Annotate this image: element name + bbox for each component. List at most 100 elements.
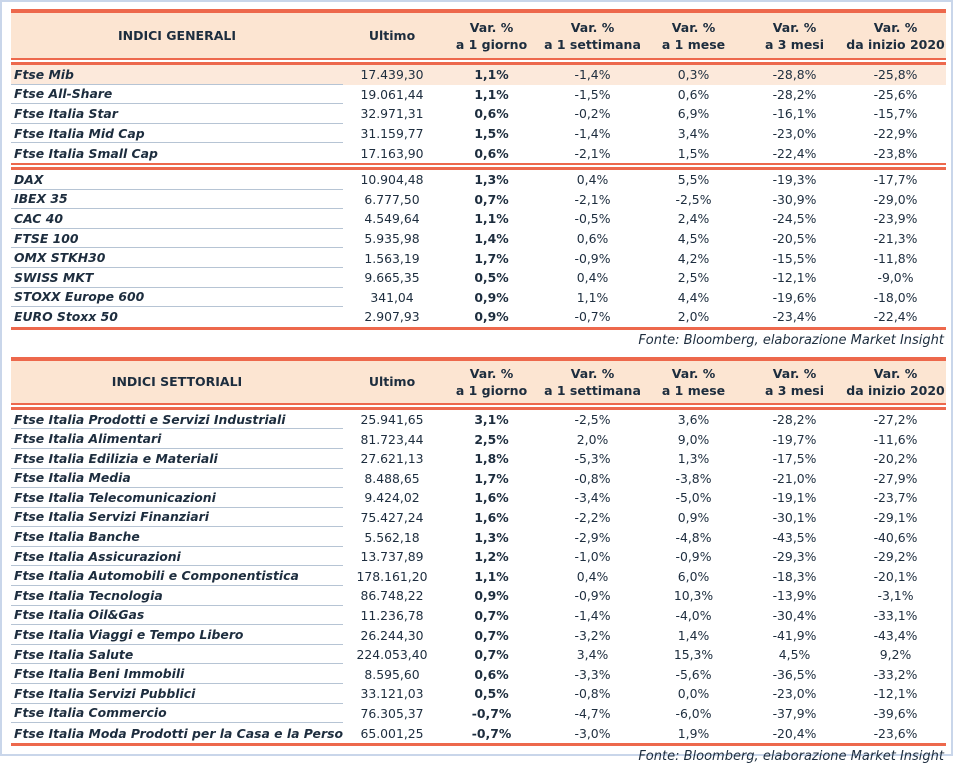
var-inizio-2020-value: -17,7% — [873, 172, 918, 188]
column-header-var-1-mese: Var. % a 1 mese — [661, 365, 726, 398]
ultimo-value: 5.935,98 — [364, 231, 420, 247]
ultimo-value: 8.595,60 — [364, 666, 420, 682]
var-1-mese-value: 1,4% — [677, 627, 710, 643]
index-name: Ftse Italia Mid Cap — [11, 124, 343, 144]
ultimo-value: 76.305,37 — [360, 705, 424, 721]
divider-line-double — [11, 402, 946, 410]
var-1-mese-value: 0,6% — [677, 86, 710, 102]
var-3-mesi-value: -19,6% — [772, 289, 817, 305]
table-row: Ftse Italia Oil&Gas 11.236,78 0,7% -1,4% -4,… — [11, 606, 946, 626]
var-3-mesi-value: -30,4% — [772, 607, 817, 623]
var-1-giorno-value: 1,1% — [474, 211, 509, 227]
var-3-mesi-value: -36,5% — [772, 666, 817, 682]
var-1-mese-value: 5,5% — [677, 172, 710, 188]
column-header-var-1-settimana: Var. % a 1 settimana — [544, 365, 641, 398]
column-header-var-1-mese: Var. % a 1 mese — [661, 19, 726, 52]
ultimo-value: 341,04 — [370, 289, 414, 305]
index-name: Ftse Mib — [11, 65, 343, 85]
var-1-giorno-value: 0,7% — [474, 191, 509, 207]
var-1-settimana-value: 3,4% — [576, 647, 609, 663]
var-1-settimana-value: 0,4% — [576, 172, 609, 188]
column-header-var-3-mesi: Var. % a 3 mesi — [764, 365, 825, 398]
var-3-mesi-value: -28,2% — [772, 412, 817, 428]
var-1-settimana-value: -2,5% — [574, 412, 611, 428]
table-row: Ftse Italia Small Cap 17.163,90 0,6% -2,1% 1… — [11, 143, 946, 163]
var-1-mese-value: -5,0% — [675, 490, 712, 506]
table-title-label: INDICI GENERALI — [117, 28, 237, 43]
var-3-mesi-value: -22,4% — [772, 145, 817, 161]
var-3-mesi-value: -37,9% — [772, 705, 817, 721]
table-row: Ftse Mib 17.439,30 1,1% -1,4% 0,3% -28,8% -25,… — [11, 65, 946, 85]
var-1-giorno-value: 1,7% — [474, 470, 509, 486]
ultimo-value: 17.163,90 — [360, 145, 424, 161]
index-name: Ftse Italia Commercio — [11, 704, 343, 724]
ultimo-value: 4.549,64 — [364, 211, 420, 227]
var-1-giorno-value: 1,3% — [474, 172, 509, 188]
index-name: Ftse Italia Star — [11, 104, 343, 124]
var-1-mese-value: 2,4% — [677, 211, 710, 227]
var-1-giorno-value: 1,1% — [474, 568, 509, 584]
table-row: Ftse Italia Media 8.488,65 1,7% -0,8% -3,8% -… — [11, 469, 946, 489]
index-name: Ftse Italia Beni Immobili — [11, 664, 343, 685]
index-name: Ftse Italia Media — [11, 469, 343, 489]
ultimo-value: 25.941,65 — [360, 412, 424, 428]
index-name: DAX — [11, 170, 343, 190]
var-1-mese-value: 2,0% — [677, 309, 710, 325]
var-1-settimana-value: -1,4% — [574, 607, 611, 623]
var-1-mese-value: -6,0% — [675, 705, 712, 721]
var-3-mesi-value: -13,9% — [772, 588, 817, 604]
table-row: DAX 10.904,48 1,3% 0,4% 5,5% -19,3% -17,7% — [11, 170, 946, 190]
var-inizio-2020-value: -15,7% — [873, 106, 918, 122]
index-name: Ftse Italia Edilizia e Materiali — [11, 449, 343, 469]
ultimo-value: 178.161,20 — [356, 568, 428, 584]
var-inizio-2020-value: -27,2% — [873, 412, 918, 428]
table-row: Ftse Italia Telecomunicazioni 9.424,02 1,6… — [11, 488, 946, 508]
var-3-mesi-value: -29,3% — [772, 549, 817, 565]
var-1-mese-value: 3,4% — [677, 126, 710, 142]
var-1-settimana-value: -1,5% — [574, 86, 611, 102]
ultimo-value: 65.001,25 — [360, 725, 424, 741]
table-row: Ftse Italia Servizi Pubblici 33.121,03 0,5… — [11, 684, 946, 704]
var-inizio-2020-value: -23,7% — [873, 490, 918, 506]
ultimo-value: 1.563,19 — [364, 250, 420, 266]
var-1-giorno-value: 1,8% — [474, 451, 509, 467]
table-row: SWISS MKT 9.665,35 0,5% 0,4% 2,5% -12,1% -9,0% — [11, 268, 946, 288]
ultimo-value: 10.904,48 — [360, 172, 424, 188]
column-header-var-1-giorno: Var. % a 1 giorno — [455, 365, 528, 398]
ultimo-value: 75.427,24 — [360, 509, 424, 525]
index-name: Ftse Italia Automobili e Componentistica — [11, 566, 343, 587]
var-1-settimana-value: -0,8% — [574, 686, 611, 702]
var-3-mesi-value: -24,5% — [772, 211, 817, 227]
var-inizio-2020-value: -22,9% — [873, 126, 918, 142]
column-header-var-inizio-2020: Var. % da inizio 2020 — [846, 19, 945, 52]
divider-line-bottom — [11, 742, 946, 746]
divider-line-top — [11, 9, 946, 13]
table-row: Ftse Italia Beni Immobili 8.595,60 0,6% -3,… — [11, 664, 946, 685]
var-1-settimana-value: -0,9% — [574, 250, 611, 266]
var-inizio-2020-value: -22,4% — [873, 309, 918, 325]
var-3-mesi-value: -30,1% — [772, 509, 817, 525]
var-1-settimana-value: -5,3% — [574, 451, 611, 467]
source-note: Fonte: Bloomberg, elaborazione Market In… — [638, 748, 944, 764]
index-name: Ftse Italia Small Cap — [14, 145, 158, 161]
divider-line-double — [11, 58, 946, 65]
index-name: Ftse Italia Viaggi e Tempo Libero — [11, 625, 343, 645]
var-3-mesi-value: -19,1% — [772, 490, 817, 506]
ultimo-value: 27.621,13 — [360, 451, 424, 467]
var-1-giorno-value: 0,7% — [474, 647, 509, 663]
var-1-mese-value: 1,5% — [677, 145, 710, 161]
var-1-mese-value: 1,9% — [677, 725, 710, 741]
table-row: CAC 40 4.549,64 1,1% -0,5% 2,4% -24,5% -23,9% — [11, 209, 946, 229]
var-inizio-2020-value: -20,2% — [873, 451, 918, 467]
ultimo-value: 32.971,31 — [360, 106, 424, 122]
sector-indices-group: Ftse Italia Prodotti e Servizi Industria… — [11, 410, 946, 743]
var-3-mesi-value: -19,7% — [772, 431, 817, 447]
index-name: Ftse Italia Banche — [11, 527, 343, 547]
var-3-mesi-value: -28,2% — [772, 86, 817, 102]
index-name: OMX STKH30 — [11, 248, 343, 268]
var-1-mese-value: 10,3% — [673, 588, 714, 604]
table-row: EURO Stoxx 50 2.907,93 0,9% -0,7% 2,0% -23,4%… — [11, 307, 946, 327]
var-1-giorno-value: 0,6% — [474, 145, 509, 161]
var-1-giorno-value: 0,9% — [474, 588, 509, 604]
var-1-mese-value: 0,0% — [677, 686, 710, 702]
